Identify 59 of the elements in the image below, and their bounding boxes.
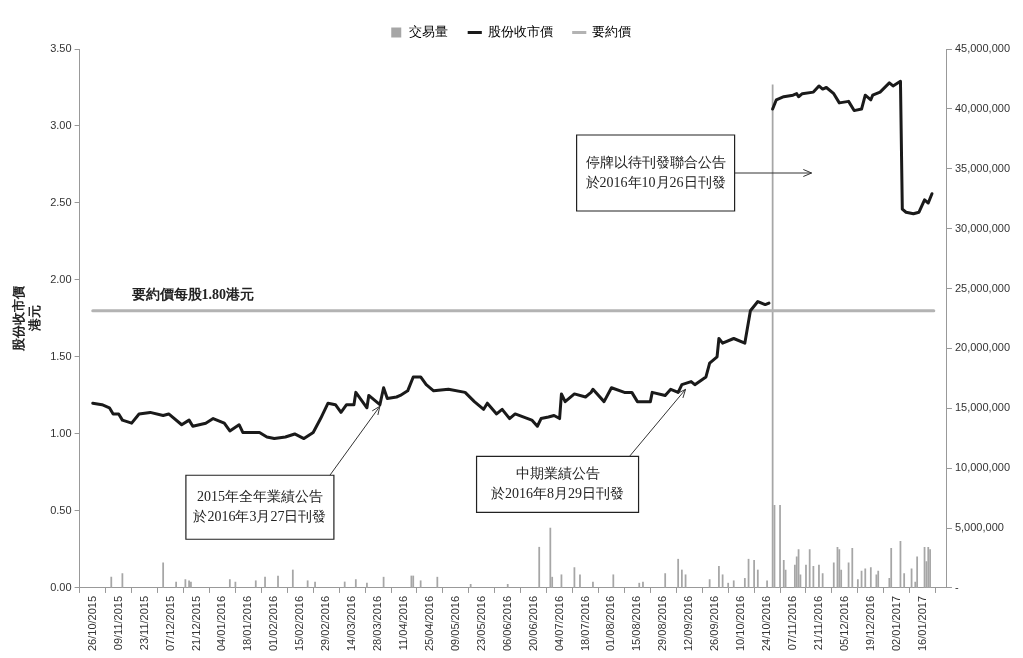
y2-tick-label: 35,000,000 [954,161,1011,174]
x-tick-label: 02/01/2017 [889,595,902,652]
x-tick-label: 11/04/2016 [397,595,410,651]
x-tick-label: 18/01/2016 [241,595,254,652]
y2-tick-label: 10,000,000 [954,461,1011,474]
x-tick-label: 07/11/2016 [786,595,799,651]
annotation: 要約價每股1.80港元 [130,287,255,303]
x-tick-label: 01/02/2016 [267,595,280,652]
x-tick-label: 15/02/2016 [293,595,306,652]
y-axis-title: 股份收市價港元 [11,284,42,352]
y-tick-label: 1.50 [50,350,72,362]
y2-tick-label: 40,000,000 [954,101,1011,114]
y2-tick-label: 5,000,000 [954,521,1004,534]
x-tick-label: 26/10/2015 [85,595,98,652]
annotation: 2015年全年業績公告於2016年3月27日刊發 [193,488,327,524]
y-tick-label: 2.00 [50,273,72,286]
x-tick-label: 24/10/2016 [760,595,773,652]
x-tick-label: 23/05/2016 [474,595,487,652]
x-tick-label: 04/07/2016 [552,595,565,652]
y-tick-label: 3.00 [50,119,72,132]
x-tick-label: 09/05/2016 [448,595,461,652]
legend-label: 股份收市價 [487,23,553,39]
y2-tick-label: 45,000,000 [954,42,1011,55]
x-tick-label: 15/08/2016 [630,595,643,652]
x-tick-label: 12/09/2016 [682,595,695,652]
x-tick-label: 26/09/2016 [708,595,721,652]
x-tick-label: 01/08/2016 [604,595,617,652]
legend-label: 要約價 [592,23,632,39]
x-tick-label: 16/01/2017 [915,595,928,652]
x-tick-label: 28/03/2016 [371,595,384,652]
y2-tick-label: 15,000,000 [954,401,1011,414]
y2-tick-label: 20,000,000 [954,341,1011,354]
x-tick-label: 29/02/2016 [319,595,332,652]
x-tick-label: 05/12/2016 [837,595,850,652]
x-tick-label: 06/06/2016 [500,595,513,652]
y-tick-label: 1.00 [50,426,72,439]
annotation: 停牌以待刊發聯合公告於2016年10月26日刊發 [585,154,726,190]
x-tick-label: 21/12/2015 [189,595,202,652]
x-tick-label: 14/03/2016 [345,595,358,652]
y2-tick-label: 25,000,000 [954,281,1011,294]
x-tick-label: 10/10/2016 [734,595,747,652]
x-tick-label: 25/04/2016 [422,595,435,652]
x-tick-label: 19/12/2016 [863,595,876,652]
x-tick-label: 07/12/2015 [163,595,176,652]
x-tick-label: 29/08/2016 [656,595,669,652]
y2-tick-label: 30,000,000 [954,221,1011,234]
y2-tick-label: - [954,580,959,593]
annotation: 中期業績公告於2016年8月29日刊發 [491,465,625,501]
legend-label: 交易量 [409,23,449,39]
x-tick-label: 18/07/2016 [578,595,591,652]
x-tick-label: 04/01/2016 [215,595,228,652]
x-tick-label: 09/11/2015 [111,595,124,651]
y-tick-label: 0.50 [50,503,72,516]
y-tick-label: 2.50 [50,196,72,209]
y-tick-label: 3.50 [50,42,72,55]
y-tick-label: 0.00 [50,580,72,593]
x-tick-label: 23/11/2015 [137,595,150,651]
x-tick-label: 21/11/2016 [811,595,824,651]
x-tick-label: 20/06/2016 [526,595,539,652]
